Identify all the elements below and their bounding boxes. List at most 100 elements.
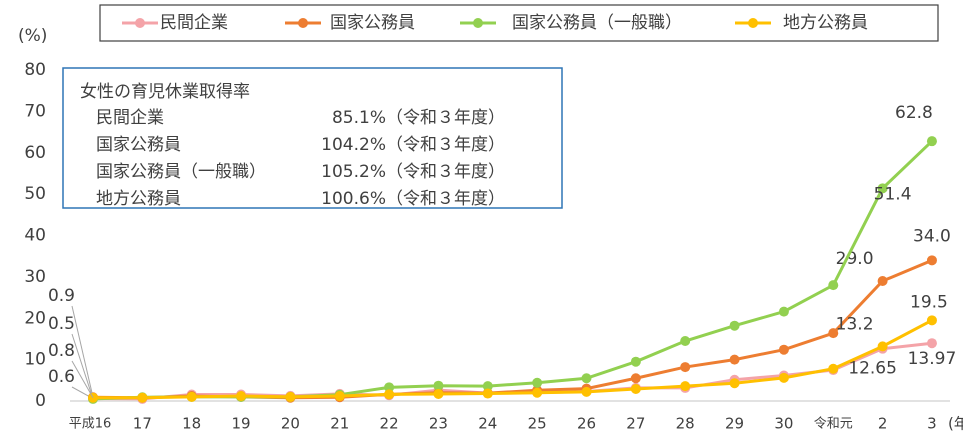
legend-label: 国家公務員（一般職） xyxy=(512,13,682,33)
leader-line xyxy=(71,360,94,398)
x-tick-label: 19 xyxy=(232,415,251,433)
data-point xyxy=(926,136,937,147)
data-point xyxy=(828,328,839,339)
x-tick-label: 令和元 xyxy=(814,417,853,432)
legend-label: 民間企業 xyxy=(160,13,228,33)
data-point xyxy=(778,372,789,383)
annotation-name: 国家公務員 xyxy=(96,135,181,155)
x-tick-label: 18 xyxy=(182,415,201,433)
data-label: 51.4 xyxy=(874,184,912,204)
data-point xyxy=(729,354,740,365)
leader-line xyxy=(71,333,94,400)
data-point xyxy=(680,336,691,347)
data-point xyxy=(630,384,641,395)
legend-box xyxy=(99,4,939,42)
x-tick-label: 22 xyxy=(380,415,399,433)
data-label: 0.8 xyxy=(48,341,75,361)
data-point xyxy=(186,391,197,402)
data-point xyxy=(482,388,493,399)
y-tick-label: 40 xyxy=(24,226,46,246)
data-point xyxy=(680,381,691,392)
x-tick-label: 21 xyxy=(330,415,349,433)
data-point xyxy=(828,363,839,374)
data-label: 0.6 xyxy=(48,367,75,387)
data-label: 13.2 xyxy=(836,314,874,334)
data-point xyxy=(581,373,592,384)
data-point xyxy=(137,392,148,403)
data-point xyxy=(926,338,937,349)
y-tick-label: 70 xyxy=(24,101,46,121)
data-point xyxy=(630,356,641,367)
x-tick-label: 27 xyxy=(626,415,645,433)
x-tick-label: 17 xyxy=(133,415,152,433)
data-label: 13.97 xyxy=(908,349,957,369)
annotation-rate: 85.1% xyxy=(332,108,386,128)
y-axis-label: (%) xyxy=(18,26,47,46)
y-tick-label: 30 xyxy=(24,267,46,287)
y-tick-label: 20 xyxy=(24,308,46,328)
annotation-period: （令和３年度） xyxy=(386,108,505,128)
data-point xyxy=(729,378,740,389)
data-point xyxy=(778,306,789,317)
x-tick-label: 3 xyxy=(927,415,937,433)
data-point xyxy=(433,380,444,391)
x-tick-label: 20 xyxy=(281,415,300,433)
data-point xyxy=(384,389,395,400)
x-tick-label: 23 xyxy=(429,415,448,433)
x-tick-label: 25 xyxy=(528,415,547,433)
data-point xyxy=(877,341,888,352)
annotation-period: （令和３年度） xyxy=(386,162,505,182)
series-line xyxy=(93,318,933,400)
annotation-box xyxy=(62,67,563,209)
data-point xyxy=(433,388,444,399)
annotation-title: 女性の育児休業取得率 xyxy=(80,82,250,102)
x-tick-label: 24 xyxy=(478,415,497,433)
data-point xyxy=(926,255,937,266)
annotation-rate: 104.2% xyxy=(321,135,386,155)
x-tick-label: 平成16 xyxy=(69,417,112,432)
legend-marker xyxy=(135,18,145,28)
annotation-period: （令和３年度） xyxy=(386,189,505,209)
y-tick-label: 80 xyxy=(24,60,46,80)
data-point xyxy=(680,362,691,373)
y-tick-label: 50 xyxy=(24,184,46,204)
data-label: 0.9 xyxy=(48,286,75,306)
data-point xyxy=(877,183,888,194)
data-point xyxy=(236,391,247,402)
data-point xyxy=(532,377,543,388)
x-tick-label: 30 xyxy=(774,415,793,433)
data-label: 34.0 xyxy=(913,226,951,246)
data-point xyxy=(334,391,345,402)
annotation-name: 国家公務員（一般職） xyxy=(96,162,266,182)
annotation-period: （令和３年度） xyxy=(386,135,505,155)
legend-label: 地方公務員 xyxy=(783,13,868,33)
annotation-name: 地方公務員 xyxy=(96,189,181,209)
data-point xyxy=(384,382,395,393)
data-point xyxy=(926,315,937,326)
annotation-name: 民間企業 xyxy=(96,108,164,128)
data-point xyxy=(729,320,740,331)
data-label: 0.5 xyxy=(48,314,75,334)
leader-line xyxy=(71,305,94,398)
data-point xyxy=(532,387,543,398)
data-point xyxy=(828,280,839,291)
legend-marker xyxy=(298,18,308,28)
annotation-rate: 105.2% xyxy=(321,162,386,182)
y-tick-label: 60 xyxy=(24,143,46,163)
data-label: 12.65 xyxy=(848,359,897,379)
series-line xyxy=(92,258,933,400)
data-point xyxy=(778,344,789,355)
y-tick-label: 0 xyxy=(35,391,46,411)
data-label: 19.5 xyxy=(910,292,948,312)
data-point xyxy=(285,391,296,402)
data-point xyxy=(877,276,888,287)
legend-label: 国家公務員 xyxy=(330,13,415,33)
x-tick-label: 28 xyxy=(676,415,695,433)
data-point xyxy=(482,381,493,392)
y-tick-label: 10 xyxy=(24,350,46,370)
data-point xyxy=(630,373,641,384)
data-point xyxy=(581,386,592,397)
legend-marker xyxy=(748,18,758,28)
data-label: 62.8 xyxy=(895,103,933,123)
